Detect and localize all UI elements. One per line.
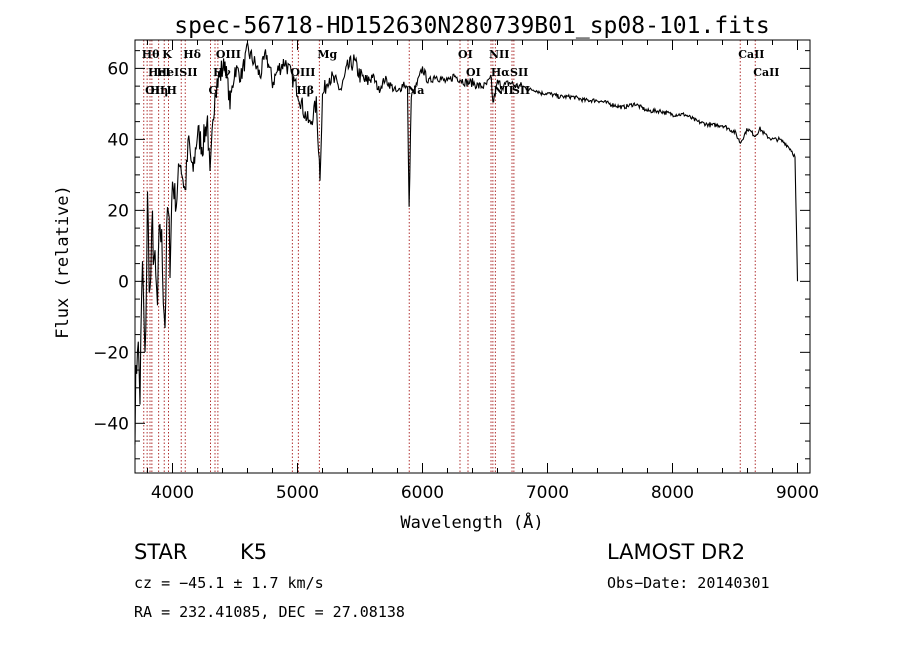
- line-marker-label: NII: [493, 84, 513, 97]
- x-axis: 4000 5000 6000 7000 8000 9000: [147, 40, 819, 503]
- x-tick-label: 7000: [526, 483, 569, 503]
- line-marker-label: Mg: [317, 48, 337, 61]
- object-type: STAR: [134, 540, 188, 564]
- redshift-readout: cz = −45.1 ± 1.7 km/s: [134, 574, 324, 592]
- x-tick-label: 5000: [276, 483, 319, 503]
- y-tick-label: 20: [107, 201, 129, 221]
- y-tick-label: −40: [93, 414, 129, 434]
- line-marker-label: HeI: [148, 66, 171, 79]
- y-axis-label: Flux (relative): [53, 185, 73, 339]
- line-marker-label: OI: [458, 48, 473, 61]
- line-marker-label: Hα: [491, 66, 510, 79]
- y-axis: −40 −20 0 20 40 60: [93, 50, 810, 460]
- spectrum-line: [134, 42, 799, 445]
- observation-date: Obs−Date: 20140301: [607, 574, 770, 592]
- line-marker-label: Hβ: [296, 84, 314, 97]
- line-marker-label: HeI: [157, 66, 180, 79]
- line-marker-label: OIII: [216, 48, 241, 61]
- y-tick-label: 40: [107, 130, 129, 150]
- line-marker-label: CaII: [738, 48, 764, 61]
- x-tick-label: 4000: [151, 483, 194, 503]
- coordinates-readout: RA = 232.41085, DEC = 27.08138: [134, 603, 405, 621]
- line-marker-label: CaII: [753, 66, 779, 79]
- line-markers: [143, 40, 756, 473]
- line-marker-label: OIII: [290, 66, 315, 79]
- line-marker-label: SII: [510, 66, 528, 79]
- y-tick-label: −20: [93, 343, 129, 363]
- line-marker-label: SII: [179, 66, 197, 79]
- chart-title: spec-56718-HD152630N280739B01_sp08-101.f…: [174, 13, 769, 39]
- x-tick-label: 8000: [651, 483, 694, 503]
- x-axis-label: Wavelength (Å): [400, 511, 543, 533]
- line-marker-label: H: [167, 84, 177, 97]
- line-marker-label: NII: [489, 48, 509, 61]
- x-tick-label: 9000: [776, 483, 819, 503]
- line-marker-label: Hδ: [183, 48, 201, 61]
- line-marker-label: Hη: [150, 84, 168, 97]
- line-marker-label: OII: [145, 84, 165, 97]
- y-tick-label: 0: [118, 272, 129, 292]
- y-tick-label: 60: [107, 59, 129, 79]
- line-marker-label: OI: [466, 66, 481, 79]
- line-marker-labels: HθOIIHeIHηHeIKHSIIHδGHγOIIIOIIIHβMgNaOIO…: [142, 48, 780, 97]
- spectral-subclass: K5: [240, 540, 268, 564]
- survey-name: LAMOST DR2: [607, 540, 746, 564]
- x-tick-label: 6000: [401, 483, 444, 503]
- line-marker-label: K: [162, 48, 172, 61]
- plot-frame: [134, 39, 811, 474]
- line-marker-label: G: [209, 84, 218, 97]
- line-marker-label: Hθ: [142, 48, 160, 61]
